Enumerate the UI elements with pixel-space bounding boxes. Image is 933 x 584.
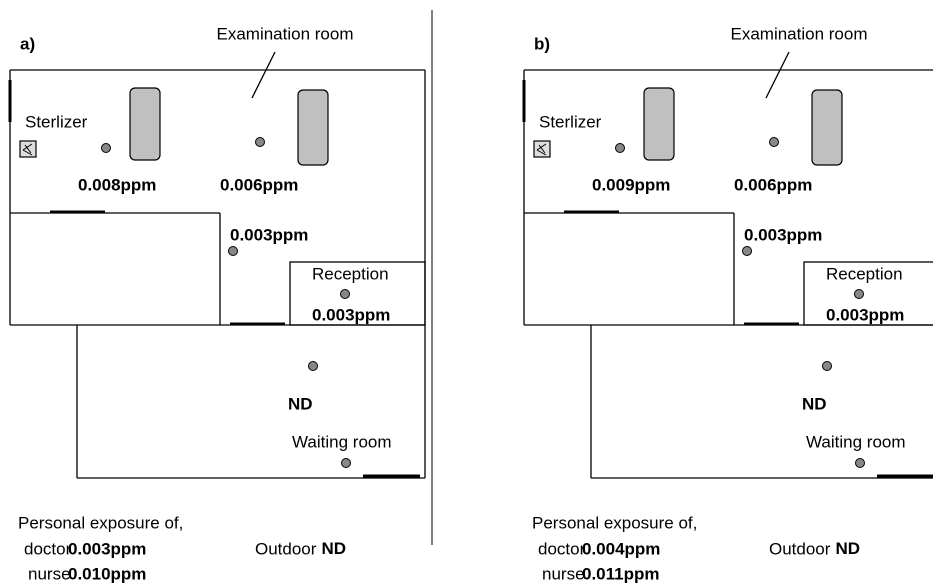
- outdoor-label: Outdoor ND: [255, 539, 346, 558]
- sampling-point: [822, 361, 832, 371]
- reading: ND: [288, 394, 313, 413]
- panel: b) Examination room Sterlizer 0.009ppm 0.006…: [522, 24, 933, 583]
- sampling-point: [101, 143, 111, 153]
- bed: [811, 89, 843, 166]
- doctor-label: doctor: [538, 539, 586, 558]
- doctor-value: 0.004ppm: [582, 539, 660, 558]
- sterilizer-label: Sterlizer: [25, 112, 88, 131]
- sampling-point: [854, 289, 864, 299]
- reading: 0.003ppm: [826, 305, 904, 324]
- sampling-point: [308, 361, 318, 371]
- reading: 0.003ppm: [312, 305, 390, 324]
- bed: [129, 87, 161, 161]
- waiting-room-label: Waiting room: [292, 432, 392, 451]
- panel-label: a): [20, 34, 35, 53]
- reception-box: [289, 261, 426, 326]
- personal-exposure-title: Personal exposure of,: [18, 513, 183, 532]
- bed: [643, 87, 675, 161]
- sterilizer-icon-mark: [536, 143, 547, 156]
- reading: 0.006ppm: [220, 175, 298, 194]
- outdoor-value: ND: [321, 539, 346, 558]
- sampling-point: [769, 137, 779, 147]
- reading: 0.006ppm: [734, 175, 812, 194]
- bed: [297, 89, 329, 166]
- pointer-line: [251, 51, 276, 99]
- sampling-point: [340, 289, 350, 299]
- nurse-value: 0.010ppm: [68, 564, 146, 583]
- room-label: Examination room: [216, 24, 353, 43]
- waiting-room-label: Waiting room: [806, 432, 906, 451]
- personal-exposure-title: Personal exposure of,: [532, 513, 697, 532]
- sampling-point: [228, 246, 238, 256]
- pointer-line: [765, 51, 790, 99]
- sterilizer-icon-mark: [22, 143, 33, 156]
- doctor-value: 0.003ppm: [68, 539, 146, 558]
- sampling-point: [855, 458, 865, 468]
- reading: 0.003ppm: [744, 225, 822, 244]
- reading: 0.008ppm: [78, 175, 156, 194]
- room-label: Examination room: [730, 24, 867, 43]
- reading: 0.003ppm: [230, 225, 308, 244]
- reading: ND: [802, 394, 827, 413]
- sampling-point: [742, 246, 752, 256]
- outdoor-value: ND: [835, 539, 860, 558]
- reception-label: Reception: [826, 264, 903, 283]
- sampling-point: [341, 458, 351, 468]
- sampling-point: [255, 137, 265, 147]
- nurse-value: 0.011ppm: [582, 564, 660, 583]
- nurse-label: nurse: [542, 564, 585, 583]
- sterilizer-label: Sterlizer: [539, 112, 602, 131]
- reading: 0.009ppm: [592, 175, 670, 194]
- doctor-label: doctor: [24, 539, 72, 558]
- panel-label: b): [534, 34, 550, 53]
- outdoor-label: Outdoor ND: [769, 539, 860, 558]
- nurse-label: nurse: [28, 564, 71, 583]
- reception-box: [803, 261, 933, 326]
- reception-label: Reception: [312, 264, 389, 283]
- sampling-point: [615, 143, 625, 153]
- panel: a) Examination room Sterlizer 0.008ppm 0.006…: [8, 24, 426, 583]
